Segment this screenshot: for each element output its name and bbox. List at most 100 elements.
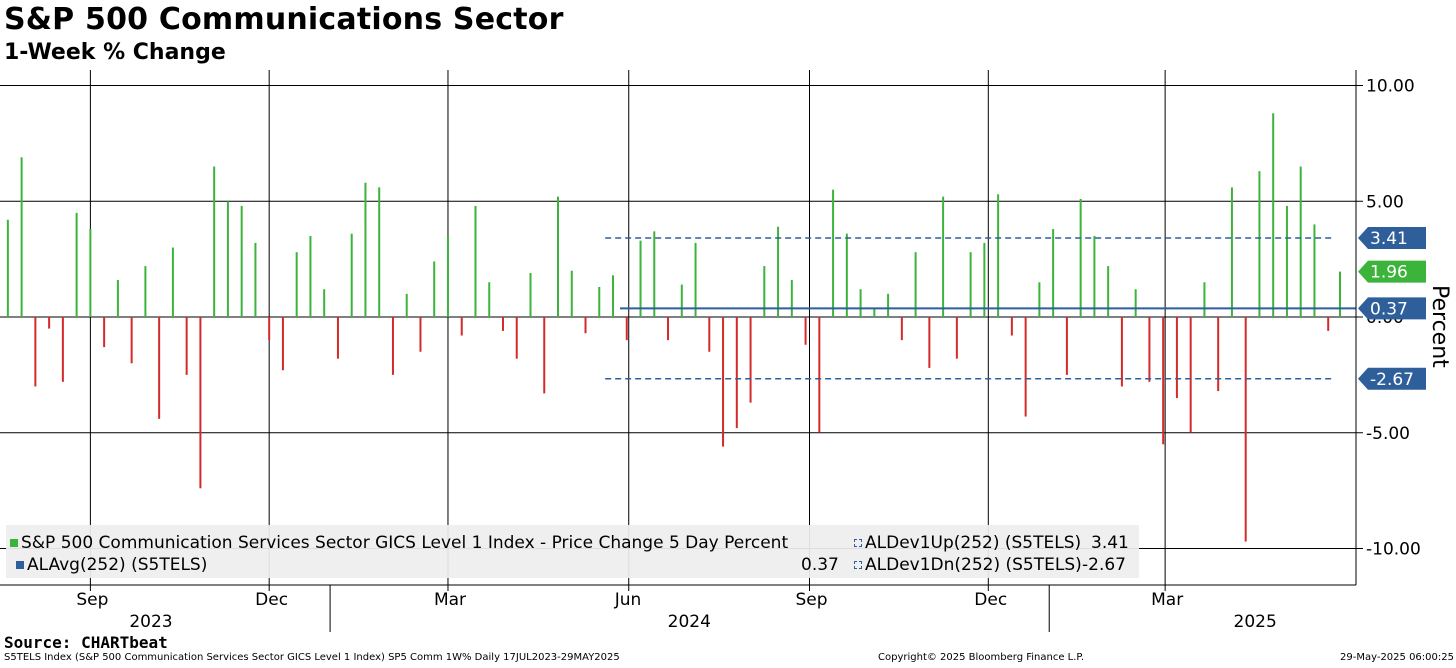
bar <box>777 226 780 317</box>
bar <box>763 266 766 317</box>
value-tag <box>1358 367 1426 390</box>
bar <box>1162 317 1165 445</box>
bar <box>625 317 628 341</box>
bar <box>612 275 615 317</box>
bar <box>130 317 133 364</box>
bar <box>199 317 202 489</box>
bar <box>515 317 518 359</box>
value-tag-label: 1.96 <box>1370 263 1408 283</box>
bar <box>749 317 752 403</box>
bar <box>639 240 642 317</box>
dashed-square-icon <box>854 539 862 547</box>
bar <box>309 235 312 317</box>
legend-value-dev-up: 3.41 <box>1091 533 1129 553</box>
reference-lines <box>605 237 1356 380</box>
bar <box>281 317 284 371</box>
y-tick-label: -5.00 <box>1366 424 1410 444</box>
bar <box>1024 317 1027 417</box>
bar <box>997 194 1000 317</box>
value-tag-label: -2.67 <box>1370 370 1414 390</box>
bar <box>474 205 477 317</box>
bar <box>845 233 848 317</box>
bar <box>708 317 711 352</box>
bar <box>405 293 408 317</box>
legend-item-dev-up: ALDev1Up(252) (S5TELS) <box>854 533 1081 553</box>
x-year-label: 2024 <box>668 612 711 632</box>
bar <box>1134 289 1137 317</box>
value-tag-label: 0.37 <box>1370 299 1408 319</box>
bar <box>61 317 64 382</box>
x-year-label: 2023 <box>129 612 172 632</box>
bar <box>171 247 174 317</box>
bar <box>1052 229 1055 317</box>
x-tick-label: Jun <box>614 590 642 610</box>
bar <box>1313 224 1316 317</box>
y-tick-label: -10.00 <box>1366 540 1421 560</box>
legend-label-dev-dn: ALDev1Dn(252) (S5TELS) <box>865 555 1082 575</box>
bar <box>268 317 271 341</box>
x-tick-label: Sep <box>796 590 828 610</box>
bar <box>529 273 532 317</box>
value-tag <box>1358 227 1426 250</box>
bar <box>735 317 738 429</box>
bar <box>859 289 862 317</box>
bar <box>832 189 835 317</box>
bar <box>1327 317 1330 331</box>
bars <box>6 113 1341 542</box>
legend-item-average: ALAvg(252) (S5TELS) <box>16 555 207 575</box>
bar <box>460 317 463 336</box>
bar <box>1217 317 1220 392</box>
gridlines <box>0 70 1356 585</box>
bar <box>323 289 326 317</box>
footer-copyright: Copyright© 2025 Bloomberg Finance L.P. <box>878 652 1085 663</box>
bar <box>928 317 931 368</box>
legend-label-price-change: S&P 500 Communication Services Sector GI… <box>21 533 789 553</box>
bar <box>1244 317 1247 542</box>
bar <box>887 293 890 317</box>
bar <box>158 317 161 419</box>
legend-value-dev-dn: -2.67 <box>1082 555 1126 575</box>
x-tick-label: Mar <box>1151 590 1183 610</box>
bar <box>378 187 381 317</box>
bar <box>1285 205 1288 317</box>
bar <box>213 166 216 317</box>
x-tick-label: Mar <box>434 590 466 610</box>
axes: 10.005.000.00-5.00-10.00SepDecMarJunSepD… <box>0 70 1452 632</box>
bar <box>254 242 257 317</box>
value-tags: 3.41 1.96 0.37 -2.67 <box>1358 227 1426 390</box>
legend: S&P 500 Communication Services Sector GI… <box>6 525 1139 578</box>
bar <box>584 317 587 334</box>
bar <box>48 317 51 329</box>
y-axis-label: Percent <box>1427 285 1452 368</box>
bar <box>433 261 436 317</box>
value-tag <box>1358 297 1426 320</box>
bar <box>873 307 876 317</box>
bar <box>336 317 339 359</box>
bar <box>942 196 945 317</box>
bar <box>501 317 504 331</box>
bar <box>20 157 23 317</box>
bar <box>790 279 793 317</box>
x-tick-label: Dec <box>974 590 1007 610</box>
bar <box>75 212 78 317</box>
bar <box>1120 317 1123 387</box>
bar <box>103 317 106 348</box>
bar <box>598 286 601 317</box>
bar <box>240 205 243 317</box>
bar <box>1079 198 1082 317</box>
dashed-square-icon <box>854 561 862 569</box>
bar <box>1272 113 1275 317</box>
footer-timestamp: 29-May-2025 06:00:25 <box>1340 652 1454 663</box>
bar <box>1010 317 1013 336</box>
legend-item-dev-dn: ALDev1Dn(252) (S5TELS) <box>854 555 1082 575</box>
bar <box>1107 266 1110 317</box>
bar <box>543 317 546 394</box>
bar <box>144 266 147 317</box>
x-year-label: 2025 <box>1234 612 1277 632</box>
value-tag <box>1358 260 1426 283</box>
bar <box>804 317 807 345</box>
y-tick-label: 10.00 <box>1366 77 1415 97</box>
bar <box>364 182 367 317</box>
bar <box>983 242 986 317</box>
